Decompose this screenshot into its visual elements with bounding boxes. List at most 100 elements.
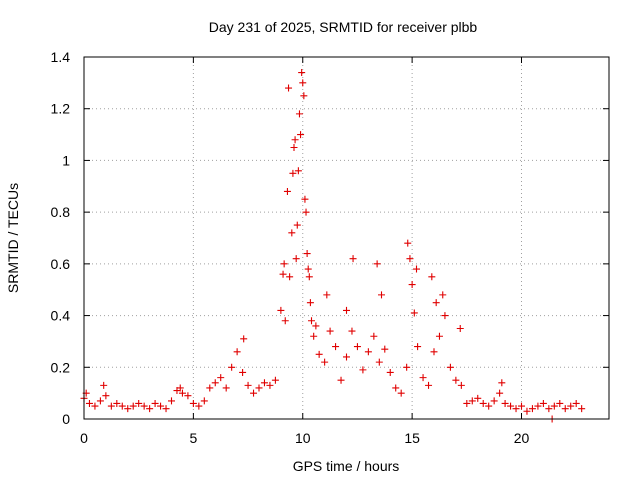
x-tick-label: 0 — [80, 430, 88, 446]
data-point — [96, 397, 104, 405]
data-point — [283, 187, 291, 195]
data-point — [233, 348, 241, 356]
data-point — [507, 402, 515, 410]
data-point — [452, 376, 460, 384]
data-point — [279, 270, 287, 278]
data-marks — [80, 69, 586, 423]
data-point — [408, 281, 416, 289]
data-point — [118, 402, 126, 410]
data-point — [364, 348, 372, 356]
data-point — [457, 381, 465, 389]
data-point — [294, 167, 302, 175]
data-point — [572, 399, 580, 407]
data-point — [403, 363, 411, 371]
data-point — [308, 317, 315, 325]
data-point — [178, 389, 186, 397]
data-point — [271, 376, 279, 384]
data-point — [299, 79, 307, 87]
x-tick-label: 15 — [404, 430, 420, 446]
data-point — [528, 405, 536, 413]
data-point — [315, 350, 323, 358]
data-point — [439, 291, 447, 299]
data-point — [425, 381, 433, 389]
x-tick-label: 5 — [189, 430, 197, 446]
data-point — [211, 379, 219, 387]
chart-title: Day 231 of 2025, SRMTID for receiver plb… — [209, 19, 478, 35]
data-point — [286, 273, 294, 281]
data-point — [441, 312, 449, 320]
data-point — [323, 291, 331, 299]
data-point — [556, 399, 564, 407]
data-point — [135, 399, 143, 407]
data-point — [151, 399, 159, 407]
data-point — [295, 110, 303, 118]
data-point — [306, 299, 314, 307]
data-point — [297, 131, 305, 139]
y-tick-label: 0.6 — [51, 256, 71, 272]
y-tick-label: 1.2 — [51, 101, 71, 117]
data-point — [349, 255, 357, 263]
data-point — [129, 402, 137, 410]
grid — [84, 57, 609, 419]
data-point — [468, 397, 476, 405]
data-point — [217, 374, 225, 382]
data-point — [240, 335, 248, 343]
data-point — [168, 397, 175, 405]
data-point — [288, 229, 296, 237]
data-point — [539, 399, 547, 407]
data-point — [250, 389, 258, 397]
data-point — [304, 265, 312, 273]
data-point — [404, 239, 412, 247]
plot-frame — [83, 56, 610, 420]
data-point — [523, 407, 531, 415]
data-point — [413, 265, 420, 273]
data-point — [260, 379, 268, 387]
data-point — [375, 358, 383, 366]
data-point — [406, 255, 414, 263]
data-point — [359, 366, 367, 374]
data-point — [428, 273, 436, 281]
data-point — [501, 399, 509, 407]
data-point — [432, 299, 440, 307]
data-point — [310, 332, 318, 340]
data-point — [146, 405, 154, 413]
x-tick-label: 10 — [295, 430, 311, 446]
data-point — [343, 306, 350, 314]
y-axis-label: SRMTID / TECUs — [5, 183, 21, 293]
data-point — [392, 384, 400, 392]
data-point — [578, 405, 586, 413]
data-point — [321, 358, 329, 366]
data-point — [348, 327, 356, 335]
data-point — [100, 381, 108, 389]
data-point — [162, 405, 170, 413]
data-point — [244, 381, 252, 389]
data-point — [343, 353, 350, 361]
data-point — [490, 397, 498, 405]
data-point — [302, 208, 310, 216]
data-point — [312, 322, 320, 330]
data-point — [479, 399, 487, 407]
data-point — [222, 384, 230, 392]
data-point — [281, 317, 289, 325]
data-point — [113, 399, 121, 407]
data-point — [239, 368, 247, 376]
data-point — [301, 195, 309, 203]
data-point — [446, 363, 454, 371]
data-point — [430, 348, 438, 356]
data-point — [140, 402, 148, 410]
data-point — [561, 405, 569, 413]
data-point — [534, 402, 542, 410]
data-point — [290, 144, 298, 151]
data-point — [332, 343, 340, 351]
data-point — [378, 291, 385, 299]
data-point — [300, 92, 308, 100]
data-point — [200, 397, 208, 405]
data-point — [292, 255, 300, 263]
data-point — [373, 260, 381, 268]
data-point — [255, 384, 263, 392]
y-tick-label: 0.2 — [51, 359, 71, 375]
y-tick-label: 0.4 — [51, 308, 71, 324]
data-point — [124, 405, 132, 413]
data-point — [289, 169, 297, 177]
